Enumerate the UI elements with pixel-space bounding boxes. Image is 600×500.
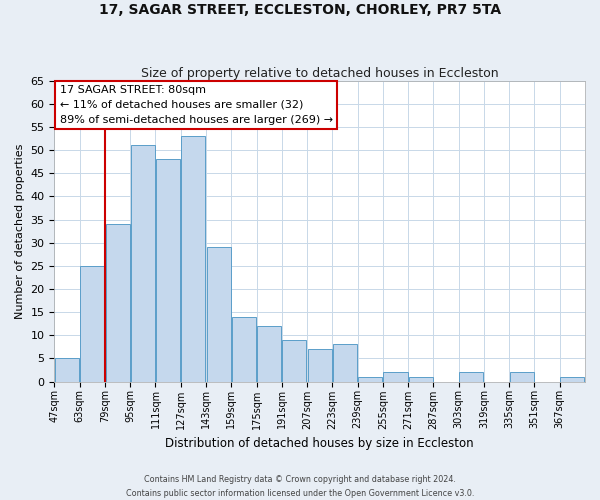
Y-axis label: Number of detached properties: Number of detached properties [15,144,25,319]
X-axis label: Distribution of detached houses by size in Eccleston: Distribution of detached houses by size … [166,437,474,450]
Bar [206,248,230,382]
Bar [308,349,332,382]
Text: 17 SAGAR STREET: 80sqm
← 11% of detached houses are smaller (32)
89% of semi-det: 17 SAGAR STREET: 80sqm ← 11% of detached… [60,85,333,125]
Bar [358,377,382,382]
Bar [131,146,155,382]
Bar [232,316,256,382]
Bar [106,224,130,382]
Bar [459,372,484,382]
Bar [333,344,357,382]
Bar [510,372,534,382]
Title: Size of property relative to detached houses in Eccleston: Size of property relative to detached ho… [141,66,499,80]
Bar [181,136,205,382]
Bar [409,377,433,382]
Bar [383,372,407,382]
Bar [55,358,79,382]
Bar [283,340,307,382]
Bar [560,377,584,382]
Bar [257,326,281,382]
Bar [156,160,180,382]
Text: 17, SAGAR STREET, ECCLESTON, CHORLEY, PR7 5TA: 17, SAGAR STREET, ECCLESTON, CHORLEY, PR… [99,2,501,16]
Bar [80,266,104,382]
Text: Contains HM Land Registry data © Crown copyright and database right 2024.
Contai: Contains HM Land Registry data © Crown c… [126,476,474,498]
